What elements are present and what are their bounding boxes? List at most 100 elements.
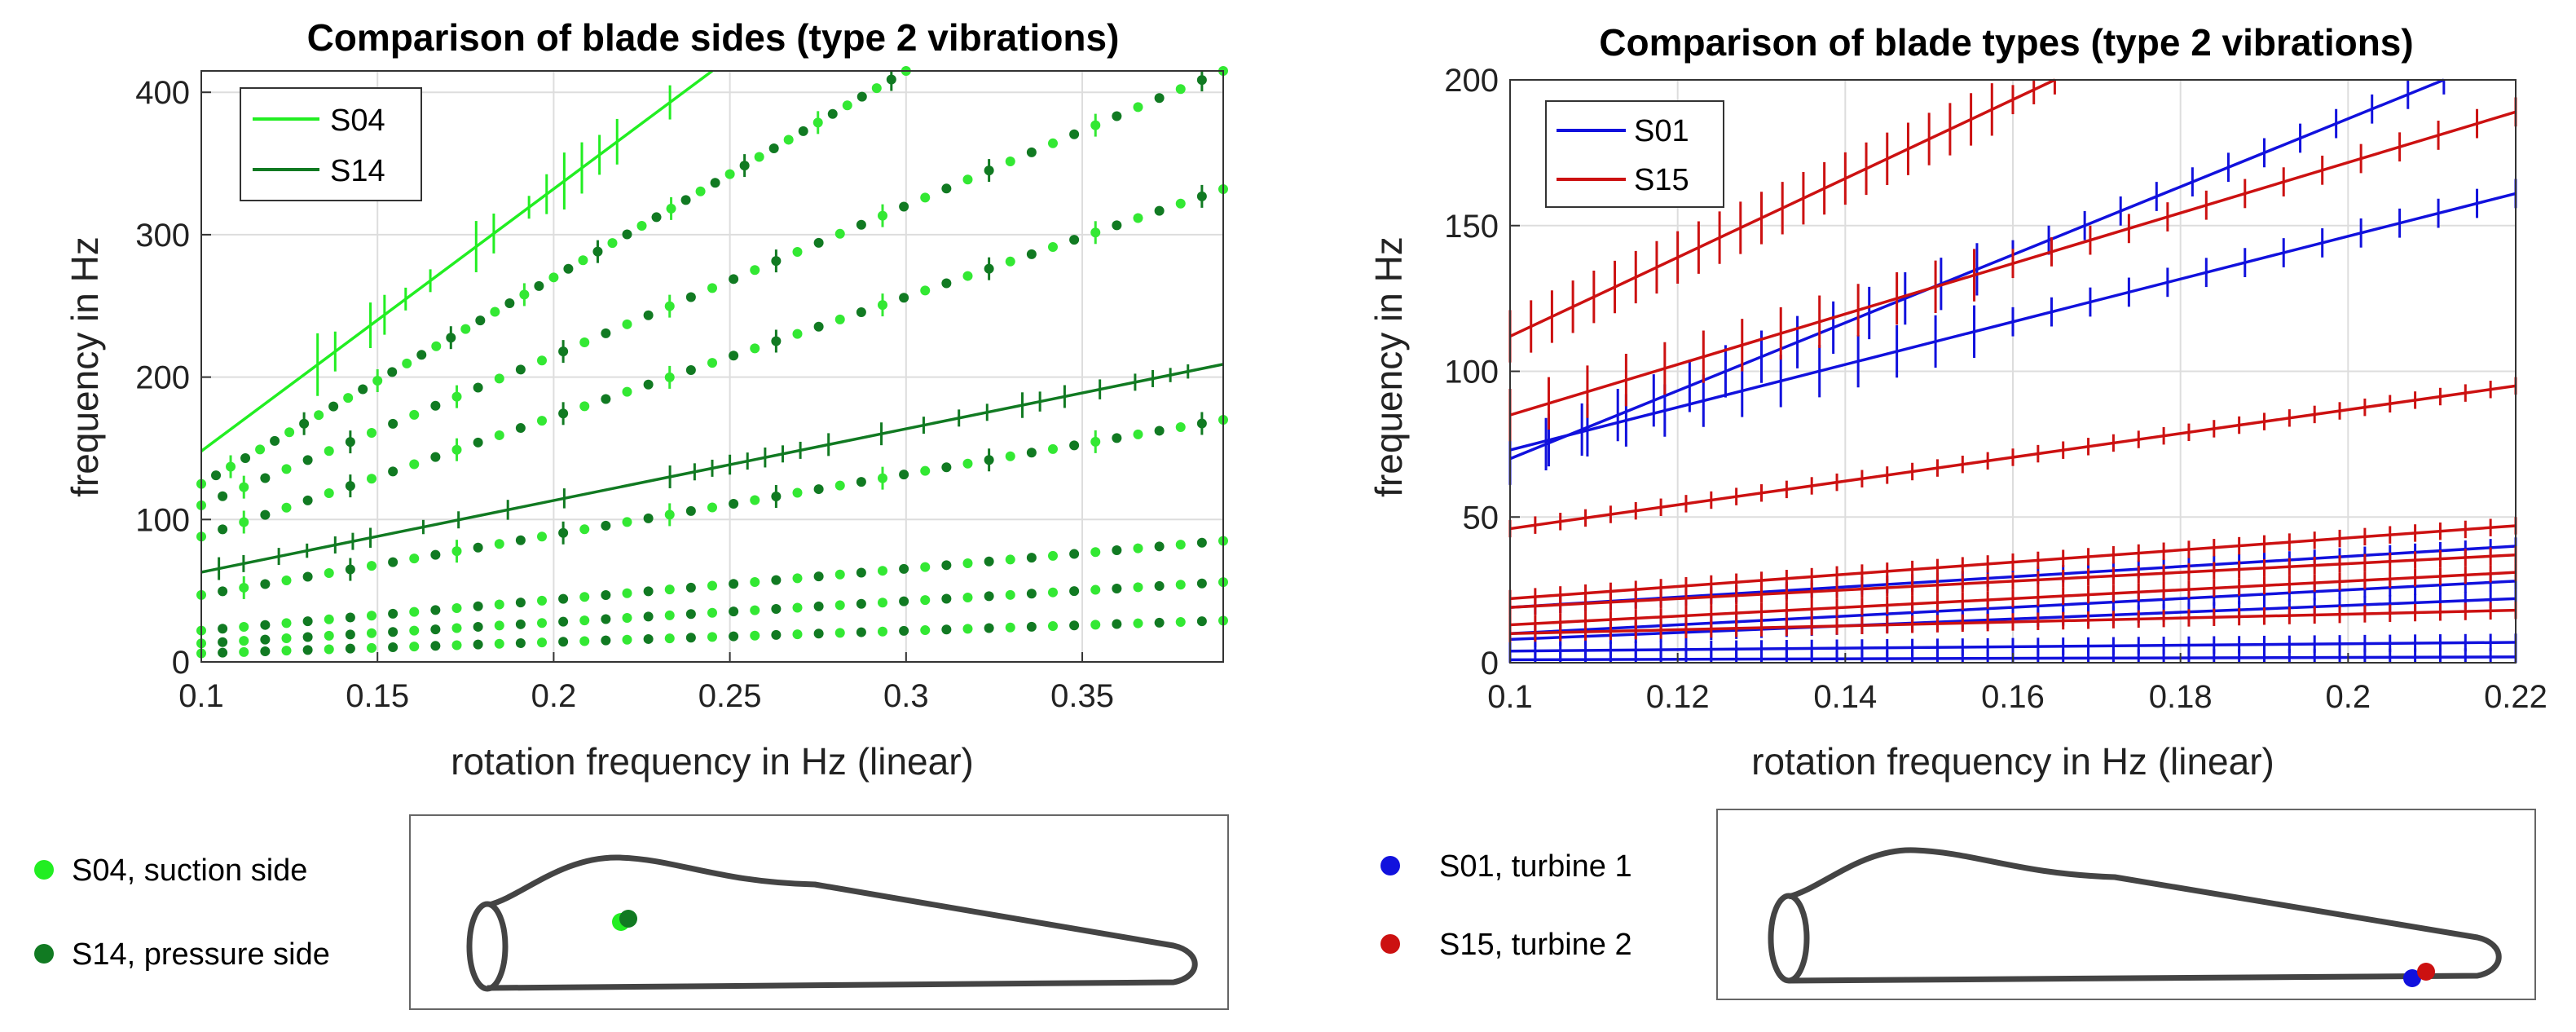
left-harmonic-2-dot-18 (579, 401, 589, 411)
left-harmonic-5-dot-24 (707, 608, 717, 618)
left-harmonic-4-dot-22 (665, 584, 675, 594)
left-harmonic-5-dot-15 (516, 620, 526, 629)
left-harmonic-4-dot-26 (750, 577, 760, 587)
left-harmonic-6-dot-34 (920, 625, 930, 635)
left-harmonic-0-dot-31 (652, 212, 662, 222)
left-harmonic-3-dot-6 (324, 568, 334, 578)
left-harmonic-4-dot-43 (1112, 545, 1121, 555)
left-harmonic-2-dot-23 (686, 365, 696, 375)
left-xtick-label-1: 0.15 (346, 678, 409, 714)
left-harmonic-2-dot-25 (729, 351, 738, 360)
left-harmonic-6-dot-11 (430, 641, 440, 651)
left-harmonic-2-dot-10 (409, 459, 419, 469)
left-harmonic-4-dot-29 (814, 571, 824, 581)
left-harmonic-2-dot-8 (367, 474, 376, 483)
left-harmonic-0-dot-45 (857, 92, 867, 102)
left-harmonic-6-dot-40 (1048, 621, 1058, 631)
left-harmonic-3-dot-13 (473, 543, 483, 553)
left-harmonic-6-dot-44 (1134, 619, 1143, 628)
left-harmonic-0-dot-16 (431, 342, 441, 351)
left-harmonic-6-dot-29 (814, 628, 824, 638)
left-harmonic-0-dot-35 (711, 178, 720, 187)
left-harmonic-6-dot-35 (941, 624, 951, 634)
left-xtick-label-5: 0.35 (1050, 678, 1114, 714)
left-harmonic-0-dot-14 (402, 359, 412, 368)
left-harmonic-3-dot-46 (1176, 422, 1186, 432)
left-harmonic-1-dot-46 (1176, 84, 1186, 94)
left-harmonic-2-dot-38 (1006, 257, 1015, 267)
left-harmonic-4-dot-10 (409, 607, 419, 617)
left-harmonic-1-dot-29 (814, 238, 824, 248)
left-harmonic-2-dot-13 (473, 438, 483, 448)
left-chart: Comparison of blade sides (type 2 vibrat… (64, 16, 1228, 783)
left-harmonic-2-dot-43 (1112, 220, 1121, 230)
left-harmonic-3-dot-21 (644, 514, 654, 523)
left-xtick-label-4: 0.3 (883, 678, 929, 714)
left-harmonic-3-dot-1 (218, 586, 227, 596)
s15-turbine2-dot (1380, 934, 1400, 954)
left-harmonic-6-dot-6 (324, 644, 334, 654)
left-harmonic-3-dot-15 (516, 536, 526, 545)
left-harmonic-3-dot-4 (282, 576, 292, 585)
left-harmonic-5-dot-8 (367, 628, 376, 638)
left-harmonic-3-dot-40 (1048, 444, 1058, 454)
left-harmonic-3-dot-38 (1006, 452, 1015, 461)
left-harmonic-1-dot-15 (516, 364, 526, 374)
left-harmonic-3-dot-34 (920, 466, 930, 476)
left-harmonic-4-dot-34 (920, 562, 930, 572)
left-harmonic-4-dot-31 (856, 567, 866, 577)
left-harmonic-0-dot-13 (387, 367, 397, 377)
left-harmonic-4-dot-12 (452, 603, 462, 613)
left-harmonic-6-dot-18 (579, 636, 589, 646)
left-harmonic-6-dot-7 (346, 644, 355, 654)
left-harmonic-6-dot-42 (1090, 620, 1100, 629)
left-harmonic-5-dot-16 (537, 618, 547, 628)
left-bottom-legend: S04, suction side S14, pressure side (34, 853, 330, 972)
left-harmonic-6-dot-17 (558, 637, 568, 646)
left-harmonic-2-dot-11 (430, 452, 440, 462)
left-harmonic-2-dot-28 (793, 329, 803, 339)
left-harmonic-6-dot-1 (218, 648, 227, 658)
left-harmonic-6-dot-33 (899, 626, 909, 636)
left-harmonic-6-dot-21 (644, 634, 654, 644)
left-harmonic-5-dot-10 (409, 626, 419, 636)
left-harmonic-4-dot-47 (1197, 538, 1207, 548)
left-harmonic-0-dot-20 (490, 307, 500, 317)
left-harmonic-0-dot-3 (240, 453, 250, 463)
left-harmonic-2-dot-3 (260, 510, 270, 520)
left-harmonic-6-dot-23 (686, 633, 696, 642)
left-harmonic-5-dot-21 (644, 611, 654, 621)
left-harmonic-5-dot-6 (324, 631, 334, 641)
left-harmonic-5-dot-35 (941, 594, 951, 604)
left-harmonic-5-dot-26 (750, 606, 760, 615)
left-harmonic-3-dot-39 (1027, 448, 1037, 457)
left-harmonic-4-dot-7 (346, 613, 355, 623)
right-y-axis-label: frequency in Hz (1367, 236, 1410, 497)
left-harmonic-1-dot-11 (430, 401, 440, 411)
left-harmonic-3-dot-31 (856, 477, 866, 487)
left-harmonic-5-dot-17 (558, 617, 568, 627)
right-chart: Comparison of blade types (type 2 vibrat… (1367, 21, 2547, 783)
right-ytick-label-2: 100 (1444, 355, 1499, 390)
left-harmonic-3-dot-45 (1155, 426, 1165, 435)
s14-pressure-dot (34, 944, 54, 964)
left-harmonic-1-dot-14 (495, 373, 504, 383)
left-harmonic-4-dot-5 (303, 616, 313, 626)
left-ytick-label-3: 300 (135, 218, 190, 254)
right-ytick-label-1: 50 (1463, 500, 1499, 536)
left-harmonic-1-dot-23 (686, 293, 696, 302)
left-harmonic-5-dot-32 (878, 598, 887, 607)
left-harmonic-5-dot-13 (473, 622, 483, 632)
left-legend: S04 S14 (240, 88, 421, 201)
left-harmonic-2-dot-15 (516, 423, 526, 433)
left-harmonic-4-dot-3 (260, 620, 270, 630)
left-harmonic-2-dot-35 (941, 278, 951, 288)
left-harmonic-1-dot-41 (1069, 130, 1079, 139)
left-harmonic-4-dot-6 (324, 615, 334, 624)
left-harmonic-2-dot-30 (835, 315, 845, 324)
legend-s01-label: S01 (1634, 114, 1689, 148)
left-harmonic-6-dot-30 (835, 628, 845, 637)
left-sensor-s14 (619, 910, 637, 928)
left-harmonic-3-dot-36 (963, 459, 973, 469)
left-harmonic-3-dot-10 (409, 553, 419, 563)
